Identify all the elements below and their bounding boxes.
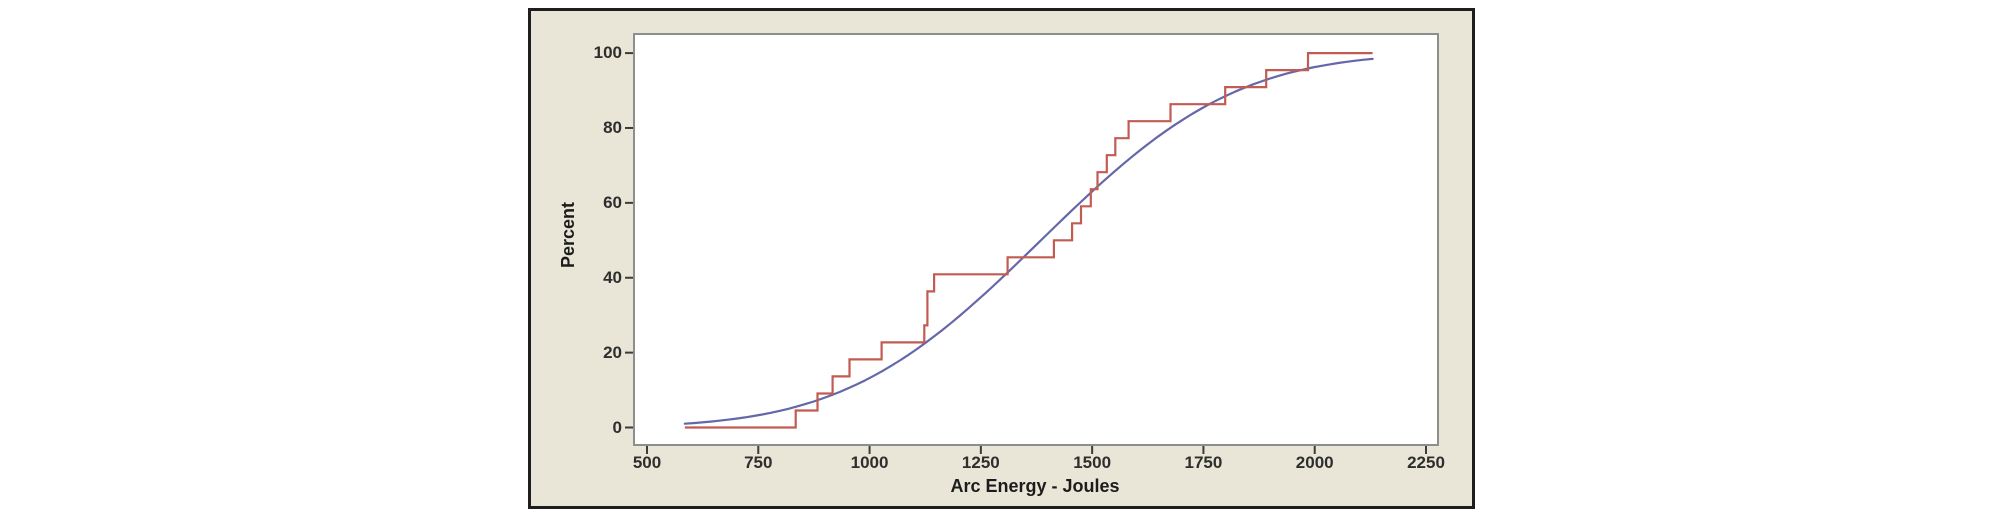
plot-area	[633, 33, 1439, 446]
x-tick-label: 1500	[1073, 453, 1112, 472]
x-tick-label: 2250	[1407, 453, 1445, 472]
y-tick-label: 100	[593, 43, 622, 63]
y-tick-label: 20	[603, 342, 622, 362]
x-tick-label: 1750	[1184, 453, 1223, 472]
y-tick-label: 0	[612, 417, 622, 437]
y-tick-label: 60	[603, 192, 622, 212]
x-tick-label: 500	[632, 453, 662, 472]
y-tick-label: 80	[603, 117, 622, 137]
x-tick-label: 1000	[850, 453, 889, 472]
x-tick-label: 1250	[961, 453, 1000, 472]
x-tick-label: 750	[744, 453, 773, 472]
y-axis-title: Percent	[558, 201, 578, 269]
x-tick-label: 2000	[1295, 453, 1334, 472]
y-tick-label: 40	[603, 267, 622, 287]
x-axis-title: Arc Energy - Joules	[950, 476, 1120, 496]
